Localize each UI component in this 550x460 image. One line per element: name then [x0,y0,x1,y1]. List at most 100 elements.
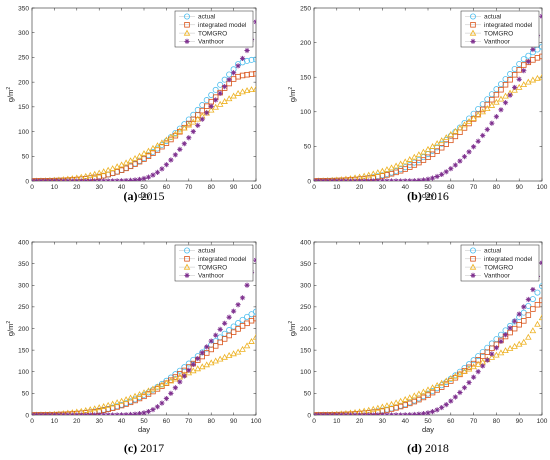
data-point [145,174,152,180]
data-point [253,308,256,315]
data-point [252,85,256,92]
data-point [457,158,463,164]
data-point [208,338,214,344]
data-point [498,107,504,113]
data-point [447,131,455,137]
data-point [434,173,440,180]
x-tick-label: 70 [185,418,193,425]
data-point [493,114,499,120]
y-tick-label: 250 [18,304,29,311]
data-point [357,412,363,415]
data-point [69,412,75,415]
data-point [168,157,174,163]
data-point [244,57,251,64]
data-point [235,320,242,327]
data-point [65,178,71,181]
data-point [493,345,499,351]
data-point [398,178,404,181]
data-point [163,395,169,402]
data-point [525,312,532,318]
data-point [32,412,35,415]
y-tick-label: 50 [304,144,312,151]
data-point [497,349,505,356]
data-point [87,412,93,415]
data-point [520,338,528,345]
data-point [442,377,450,384]
data-point [217,339,223,346]
data-point [253,19,256,25]
data-point [357,178,363,181]
legend-marker [184,38,190,44]
data-point [131,154,139,161]
data-point [177,146,183,152]
data-point [159,166,165,172]
data-point [163,140,170,146]
data-point [343,412,349,415]
data-point [429,384,436,391]
data-point [493,98,500,105]
legend-marker [469,29,477,36]
data-point [217,90,223,96]
data-point [158,139,166,146]
data-point [420,388,427,395]
x-tick-label: 80 [208,184,216,191]
data-point [465,118,473,125]
data-point [140,389,148,396]
data-point [521,68,527,74]
data-point [480,363,486,369]
data-point [461,125,468,131]
data-point [145,387,152,394]
data-point [407,412,413,415]
series-group [32,257,256,415]
data-point [321,177,326,181]
x-tick-label: 100 [251,418,262,425]
x-tick-label: 30 [96,418,104,425]
data-point [515,340,523,347]
data-point [479,108,486,115]
data-point [443,169,449,175]
data-point [438,137,445,144]
data-point [208,103,214,109]
data-point [176,367,183,374]
x-tick-label: 10 [333,418,341,425]
data-point [484,105,491,112]
data-point [502,82,509,88]
data-point [539,297,542,304]
data-point [91,405,98,412]
x-tick-label: 0 [312,418,316,425]
data-point [190,118,197,125]
y-tick-label: 300 [18,283,29,290]
data-point [534,289,541,296]
data-point [100,168,107,175]
x-tick-label: 50 [140,418,148,425]
data-point [104,166,112,173]
x-tick-label: 90 [516,418,524,425]
legend-label: integrated model [198,256,247,263]
y-axis-label: g/m2 [6,87,15,103]
data-point [365,171,372,178]
x-tick-label: 90 [230,184,238,191]
x-tick-label: 20 [73,184,81,191]
data-point [502,332,509,338]
data-point [199,116,205,122]
data-point [388,412,395,415]
x-tick-label: 60 [163,418,171,425]
data-point [488,353,496,360]
data-point [461,368,468,374]
data-point [122,396,130,403]
data-point [231,308,237,314]
data-point [516,321,522,328]
y-tick-label: 100 [300,369,311,376]
data-point [429,151,436,158]
data-point [149,385,157,392]
data-point [234,348,242,355]
x-tick-label: 60 [447,184,455,191]
data-point [83,412,89,415]
data-point [425,410,431,415]
data-point [515,83,523,90]
y-tick-label: 0 [25,412,29,419]
data-point [101,412,107,415]
data-point [516,76,522,82]
